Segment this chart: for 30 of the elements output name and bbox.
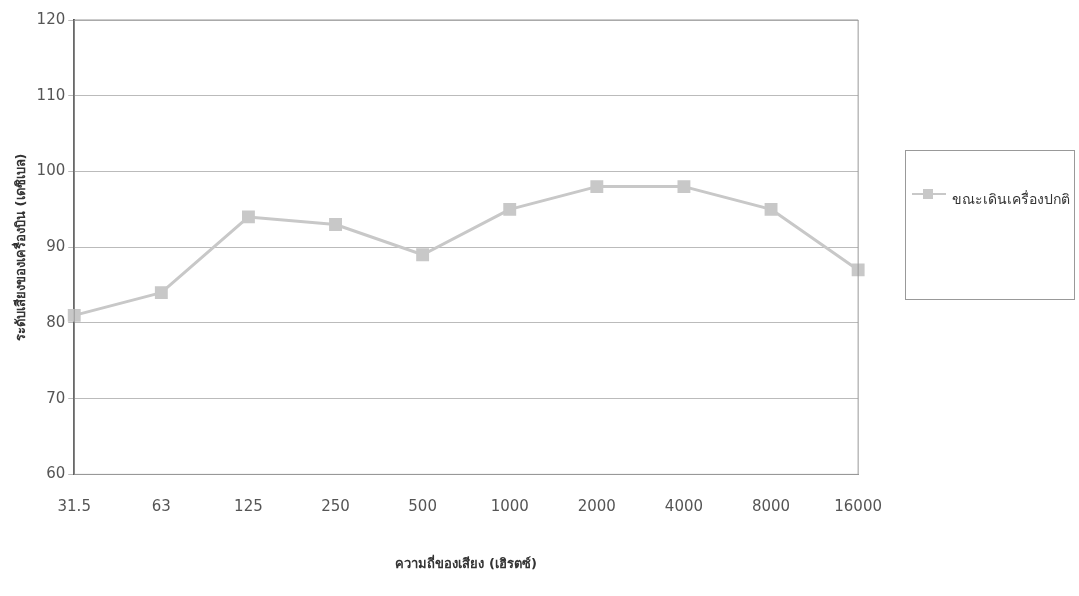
x-tick-label: 1000 [490,497,529,516]
x-tick-label: 16000 [834,497,882,516]
y-axis-title: ระดับเสียงของเครื่องบิน (เดซิเบล) [11,153,29,341]
x-tick-label: 4000 [664,497,704,516]
y-tick-label: 90 [46,237,66,256]
point [590,180,604,194]
point [154,286,168,300]
point [241,210,255,224]
x-tick-label: 500 [408,497,437,516]
point [503,202,517,216]
x-tick-label: 63 [151,497,171,516]
x-axis-title: ความถี่ของเสียง (เฮิรตซ์) [395,553,537,571]
y-tick-label: 70 [46,388,66,407]
y-tick-label: 80 [46,312,66,331]
legend-label: ขณะเดินเครื่องปกติ [952,189,1070,209]
x-tick-label: 125 [234,497,263,516]
point [329,218,342,231]
point [416,248,430,262]
x-tick-label: 31.5 [57,497,91,516]
y-tick-label: 110 [36,85,66,104]
point [677,180,691,194]
x-tick-label: 8000 [751,497,791,516]
x-tick-label: 2000 [577,497,616,516]
point [67,308,81,322]
y-tick-label: 100 [36,161,66,180]
y-tick-label: 120 [36,9,66,28]
point [764,202,778,216]
y-tick-label: 60 [46,464,66,483]
x-tick-label: 250 [321,497,350,516]
point [851,263,865,277]
